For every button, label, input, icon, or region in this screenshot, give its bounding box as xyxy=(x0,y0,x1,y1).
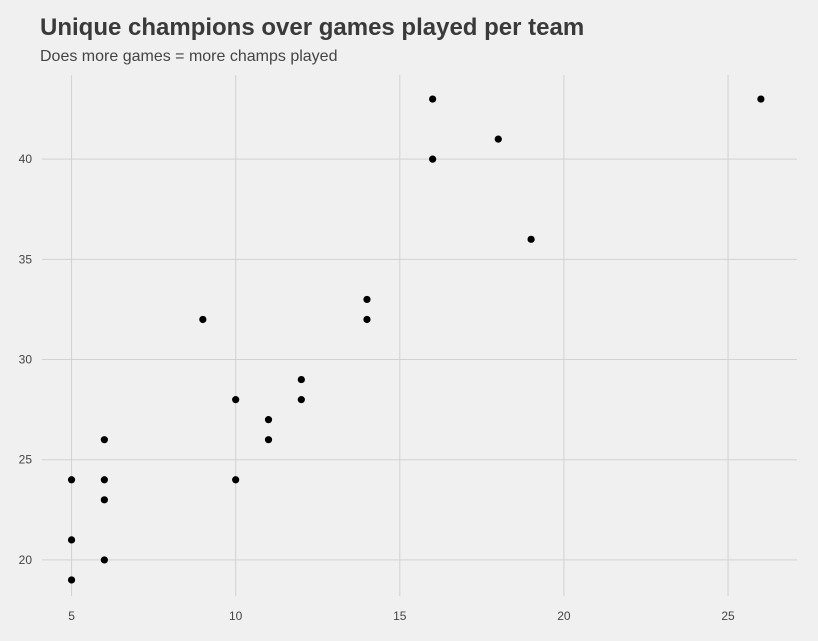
y-tick-label: 30 xyxy=(19,353,33,367)
data-point xyxy=(100,436,108,444)
y-tick-label: 40 xyxy=(19,152,33,166)
data-point xyxy=(67,576,76,584)
data-point xyxy=(232,396,240,404)
x-tick-label: 5 xyxy=(68,609,75,623)
chart-title: Unique champions over games played per t… xyxy=(40,14,585,41)
data-point xyxy=(232,476,240,484)
data-point xyxy=(297,396,305,404)
x-tick-label: 20 xyxy=(557,609,571,623)
y-tick-label: 20 xyxy=(19,553,33,567)
data-point xyxy=(297,375,305,384)
y-tick-label: 25 xyxy=(19,453,33,467)
y-tick-label: 35 xyxy=(19,252,33,266)
x-tick-label: 10 xyxy=(229,609,243,623)
data-point xyxy=(429,155,437,163)
x-tick-label: 15 xyxy=(393,609,407,623)
data-point xyxy=(100,496,108,504)
data-point xyxy=(527,235,535,243)
chart-subtitle: Does more games = more champs played xyxy=(40,48,338,65)
data-point xyxy=(67,536,76,544)
grid-lines xyxy=(42,75,797,596)
data-point xyxy=(199,315,207,324)
y-axis-ticks: 20 25 30 35 40 xyxy=(19,152,33,567)
data-point xyxy=(363,315,371,324)
x-tick-label: 25 xyxy=(721,609,735,623)
data-point xyxy=(363,295,371,304)
data-point xyxy=(264,416,273,424)
data-points xyxy=(67,95,765,584)
data-point xyxy=(757,95,765,103)
data-point xyxy=(494,135,502,143)
data-point xyxy=(264,436,273,444)
data-point xyxy=(67,476,76,484)
x-axis-ticks: 5 10 15 20 25 xyxy=(68,609,735,623)
data-point xyxy=(100,556,108,564)
data-point xyxy=(429,95,437,103)
data-point xyxy=(100,476,108,484)
